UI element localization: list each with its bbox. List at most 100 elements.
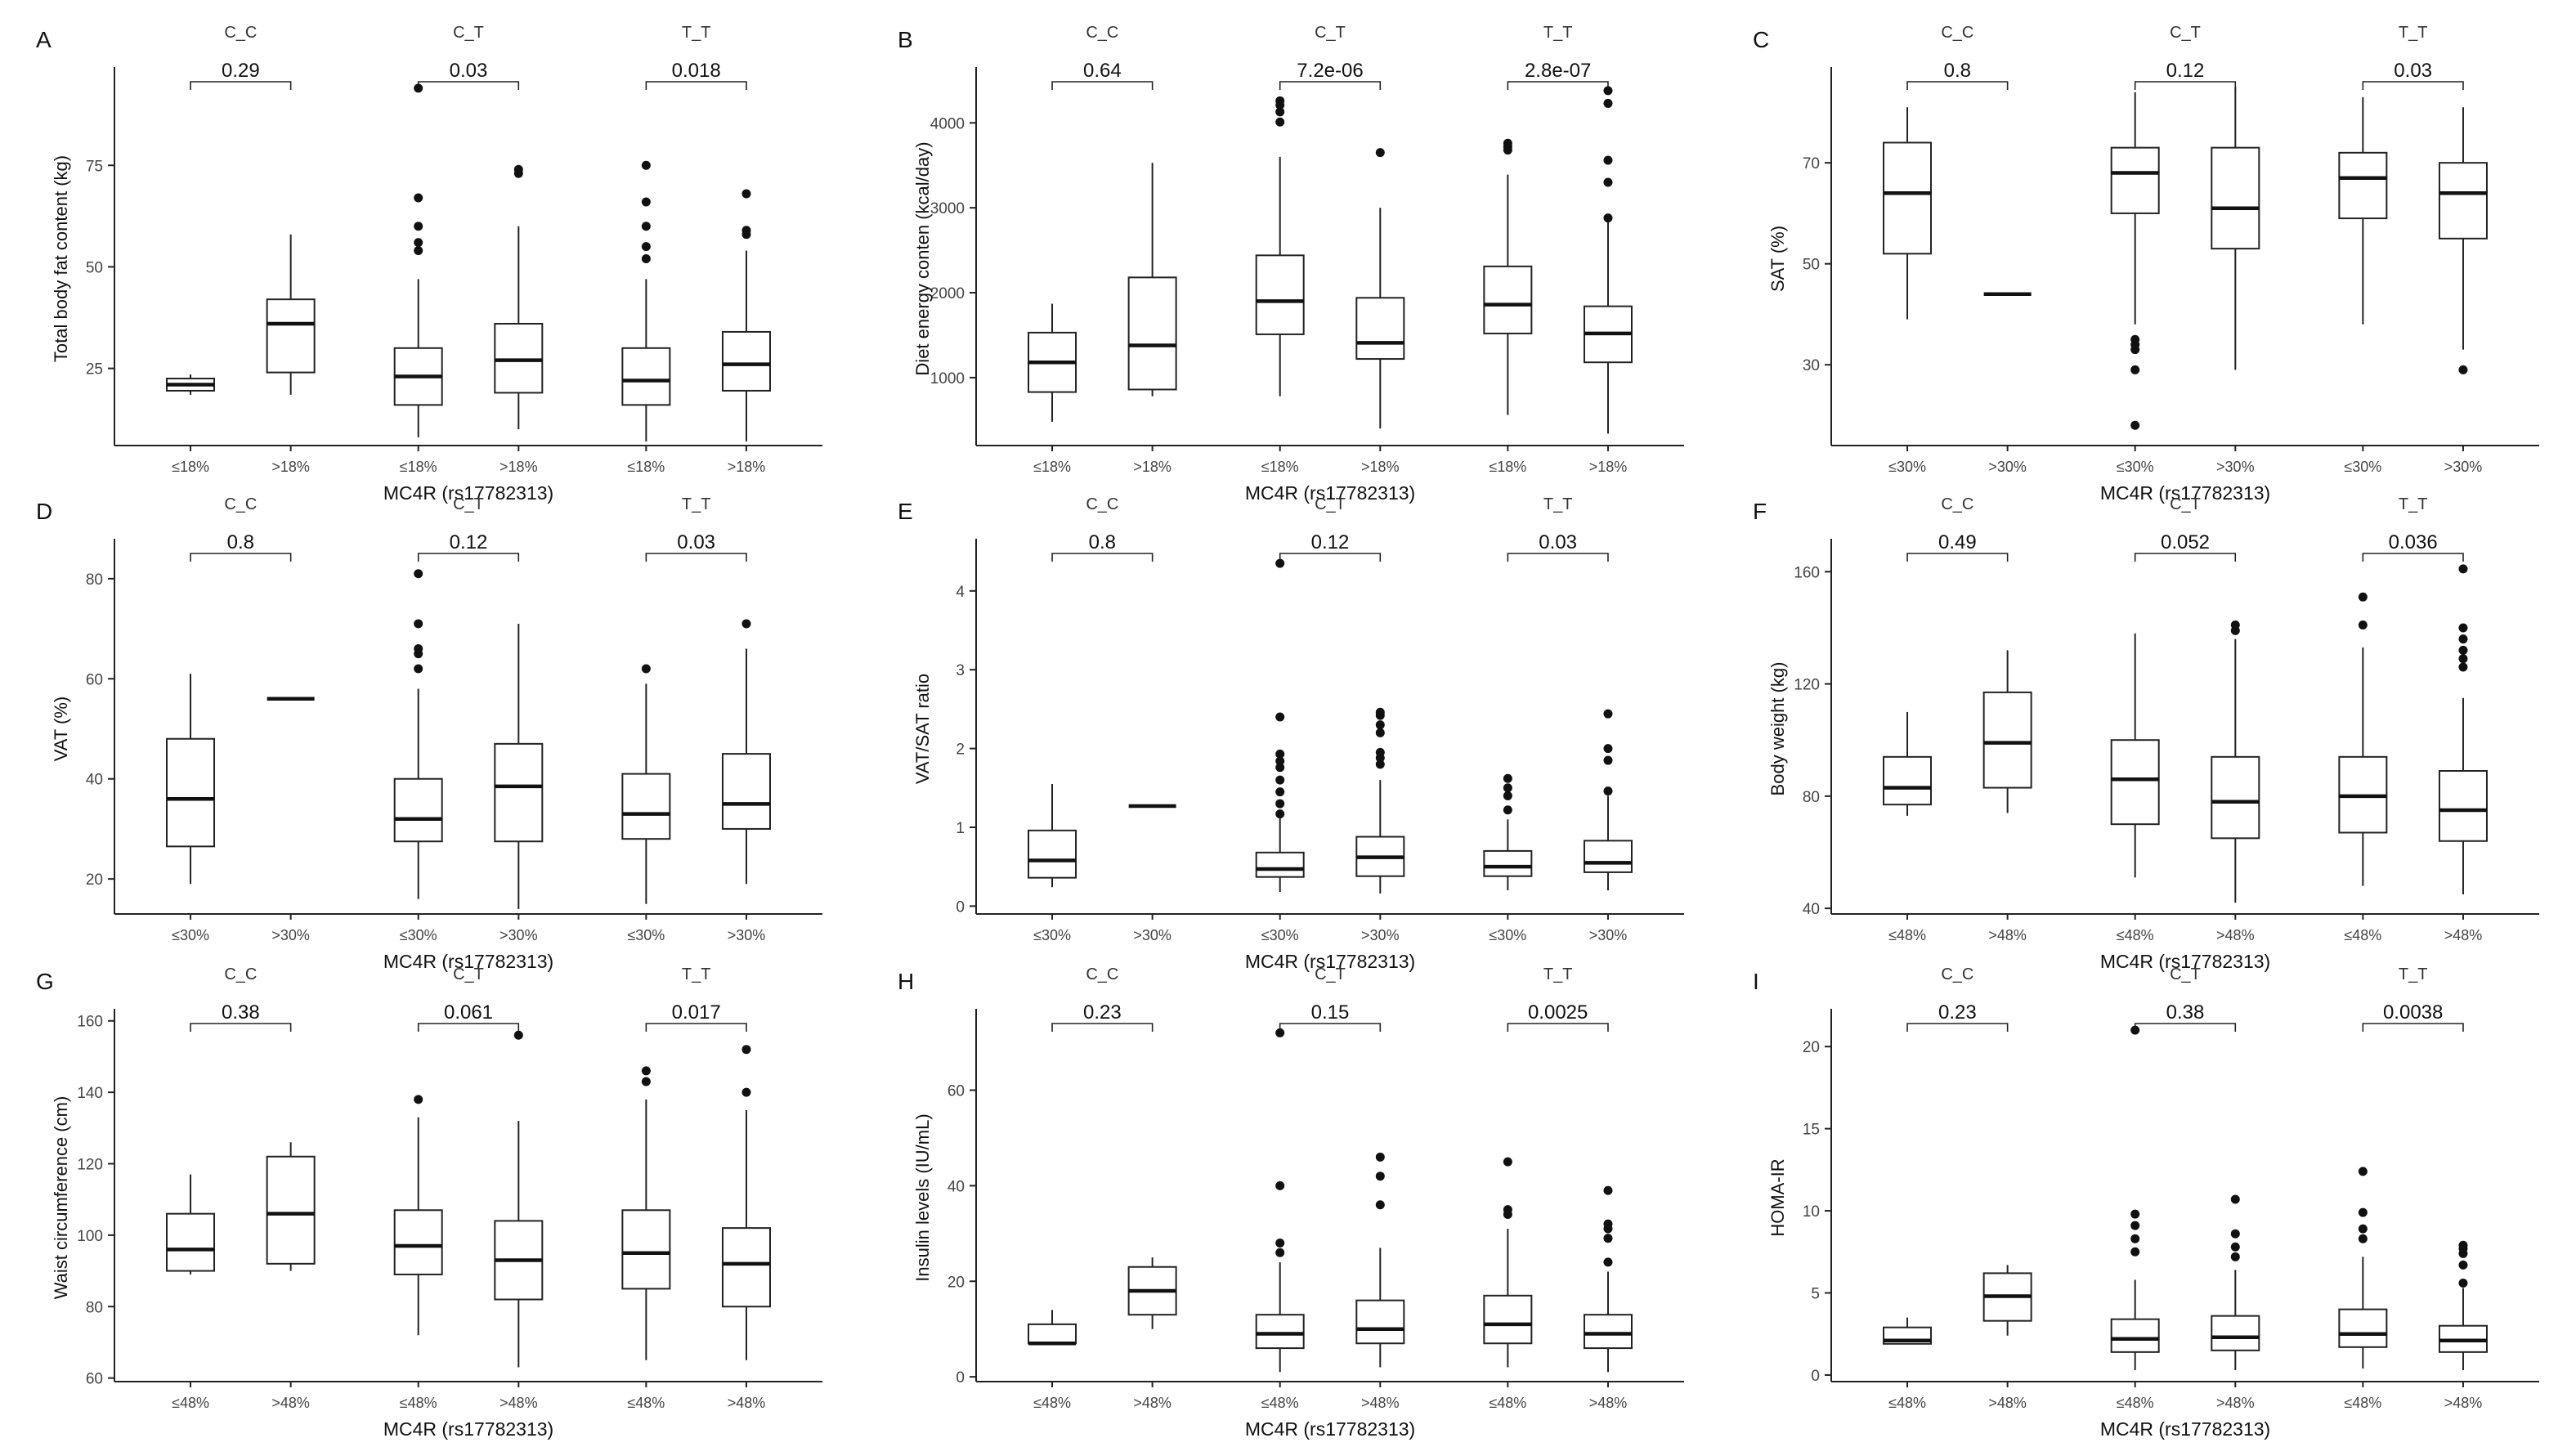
group-t-t: T_T 2.8e-07 ≤18% >18% [1483, 24, 1633, 475]
box-low: ≤30% [1483, 773, 1533, 943]
iqr-box [393, 777, 443, 843]
outlier-point [641, 197, 651, 207]
box-low: ≤48% [2110, 633, 2160, 943]
comparison-bracket [1279, 553, 1382, 562]
p-value-label: 0.12 [450, 531, 488, 553]
y-axis-label: VAT/SAT ratio [912, 674, 933, 784]
y-tick-label: 50 [1803, 257, 1820, 274]
facet-title: C_T [1315, 965, 1346, 983]
p-value-label: 0.23 [1083, 1001, 1122, 1024]
iqr-box [1355, 1299, 1405, 1345]
outlier-point [641, 222, 651, 231]
p-value-label: 0.03 [1539, 531, 1577, 553]
outlier-point [2130, 1234, 2140, 1243]
outlier-point [1375, 1152, 1385, 1162]
panel-letter: A [36, 27, 52, 52]
panel-e: E 0 1 2 3 4 VAT/SAT ratio MC4R (rs17782313) C_C 0… [898, 495, 1684, 972]
outlier-point [1375, 1200, 1385, 1210]
box-low: ≤48% [621, 1066, 671, 1411]
facet-title: C_C [224, 495, 257, 513]
x-tick-label: >18% [500, 459, 538, 475]
x-tick-label: ≤18% [1489, 459, 1526, 475]
outlier-point [741, 189, 751, 199]
outlier-point [2130, 365, 2140, 374]
outlier-point [1275, 763, 1285, 773]
x-tick-label: ≤30% [2344, 459, 2381, 475]
outlier-point [1275, 1180, 1285, 1190]
outlier-point [1375, 707, 1385, 717]
outlier-point [741, 226, 751, 235]
x-tick-label: >48% [2444, 1395, 2483, 1411]
y-tick-label: 40 [1803, 901, 1820, 918]
outlier-point [1603, 98, 1613, 108]
outlier-point [414, 664, 423, 674]
outlier-point [2458, 564, 2468, 574]
y-tick-label: 1 [956, 820, 965, 837]
x-tick-label: >48% [2216, 927, 2255, 943]
y-tick-label: 40 [948, 1178, 965, 1195]
p-value-label: 0.061 [444, 1001, 493, 1024]
box-high: >48% [1982, 1265, 2032, 1411]
x-tick-label: >30% [1988, 459, 2027, 475]
y-tick-label: 30 [1803, 357, 1820, 374]
panel-h: H 0 20 40 60 Insulin levels (IU/mL) MC4R (rs17… [898, 965, 1684, 1440]
panel-letter: B [898, 27, 913, 52]
y-tick-label: 10 [1803, 1203, 1820, 1221]
box-low: ≤48% [1255, 1028, 1305, 1411]
x-tick-label: >48% [1589, 1395, 1628, 1411]
panel-f: F 40 80 120 160 Body weight (kg) MC4R (rs17782… [1753, 495, 2539, 972]
box-high: >48% [2211, 620, 2260, 943]
box-high: >30% [1355, 707, 1405, 943]
box-high: >48% [1583, 1185, 1633, 1411]
outlier-point [2130, 1247, 2140, 1257]
x-tick-label: >48% [1988, 1395, 2027, 1411]
box-low: ≤48% [2338, 1167, 2388, 1411]
facet-title: C_T [1315, 24, 1346, 42]
outlier-point [1603, 1257, 1613, 1267]
outlier-point [1275, 107, 1285, 117]
outlier-point [414, 619, 423, 629]
comparison-bracket [190, 553, 292, 562]
iqr-box [1255, 1314, 1305, 1350]
group-c-c: C_C 0.38 ≤48% >48% [166, 965, 316, 1411]
box-low: ≤30% [2338, 96, 2388, 475]
box-high: >18% [1583, 86, 1633, 475]
x-tick-label: ≤48% [400, 1395, 437, 1411]
x-tick-label: ≤18% [627, 459, 665, 475]
iqr-box [621, 773, 671, 840]
x-tick-label: >48% [1133, 1395, 1172, 1411]
panel-c: C 30 50 70 SAT (%) MC4R (rs17782313) C_C 0.8 ≤30… [1753, 24, 2539, 504]
panel-g: G 60 80 100 120 140 160 Waist circumference (cm… [36, 965, 822, 1440]
y-tick-label: 40 [86, 772, 103, 789]
y-tick-label: 0 [956, 1369, 965, 1387]
facet-title: T_T [2399, 965, 2428, 983]
box-high: >48% [266, 1142, 316, 1411]
y-tick-label: 3 [956, 662, 965, 679]
iqr-box [1982, 691, 2032, 789]
outlier-point [2130, 1025, 2140, 1035]
outlier-point [414, 569, 423, 579]
outlier-point [2230, 620, 2240, 630]
p-value-label: 0.23 [1938, 1001, 1977, 1024]
box-high: >30% [721, 619, 771, 943]
group-c-t: C_T 0.12 ≤30% >30% [393, 495, 544, 943]
outlier-point [414, 1095, 423, 1104]
iqr-box [1255, 254, 1305, 335]
p-value-label: 0.38 [222, 1001, 260, 1024]
facet-title: T_T [2399, 495, 2428, 513]
panel-d: D 20 40 60 80 VAT (%) MC4R (rs17782313) C_C 0.8 ≤… [36, 495, 822, 972]
x-tick-label: ≤48% [1033, 1395, 1071, 1411]
box-high: >48% [2438, 564, 2488, 943]
x-tick-label: >18% [728, 459, 766, 475]
iqr-box [166, 1212, 216, 1272]
p-value-label: 0.8 [1944, 60, 1971, 82]
comparison-bracket [190, 81, 292, 90]
x-tick-label: >18% [271, 459, 310, 475]
outlier-point [2130, 1221, 2140, 1230]
x-tick-label: ≤48% [172, 1395, 209, 1411]
y-tick-label: 1000 [930, 370, 965, 388]
outlier-point [1503, 805, 1512, 815]
outlier-point [513, 1030, 523, 1040]
y-axis-label: HOMA-IR [1767, 1158, 1788, 1236]
y-tick-label: 20 [86, 871, 103, 889]
